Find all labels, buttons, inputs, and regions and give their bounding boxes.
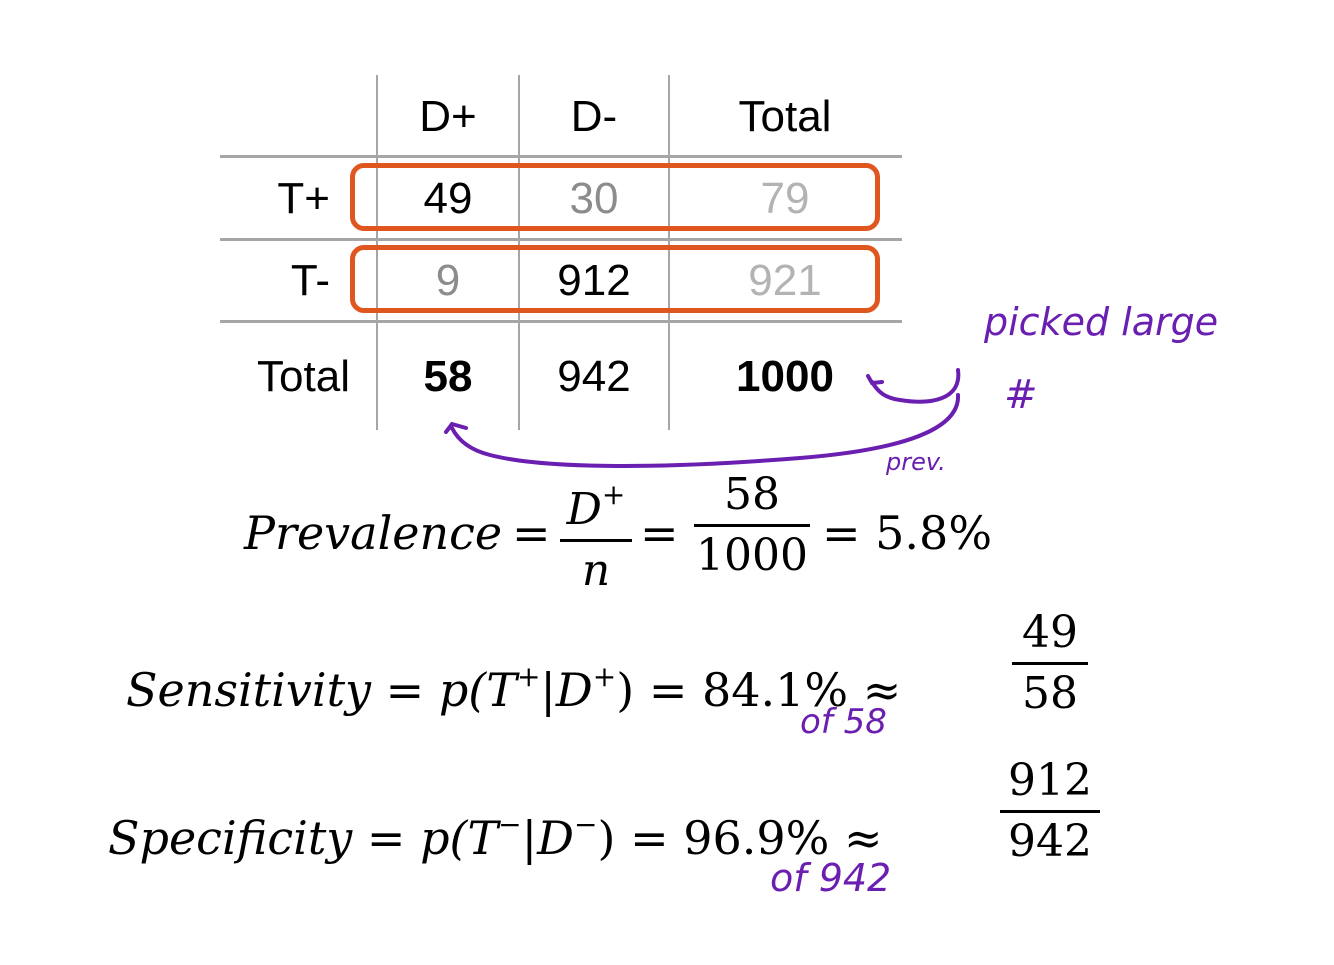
sensitivity-result: = 84.1% ≈ bbox=[648, 663, 902, 717]
cell-tp-dm: 30 bbox=[569, 174, 619, 223]
prevalence-frac1: D+ n bbox=[560, 470, 632, 596]
cell-tp-total: 79 bbox=[760, 174, 810, 223]
prevalence-frac2: 58 1000 bbox=[694, 470, 810, 581]
prevalence-eq2: = bbox=[640, 506, 679, 560]
row-highlight-t-minus bbox=[350, 245, 880, 313]
note-of-58: of 58 bbox=[800, 702, 887, 742]
specificity-result: = 96.9% ≈ bbox=[630, 811, 883, 865]
table-vline-1 bbox=[376, 75, 378, 430]
note-picked-large: picked large bbox=[984, 300, 1219, 344]
table-hline-1 bbox=[220, 155, 902, 158]
cell-tm-total: 921 bbox=[748, 256, 822, 305]
table-vline-2 bbox=[518, 75, 520, 430]
prevalence-label: Prevalence bbox=[244, 506, 503, 560]
sensitivity-formula: Sensitivity = p(T+|D+) = 84.1% ≈ bbox=[126, 660, 902, 717]
sensitivity-frac: 49 58 bbox=[1012, 608, 1088, 719]
cell-total-dp: 58 bbox=[423, 352, 473, 401]
arrow-to-1000 bbox=[870, 368, 961, 404]
row-label-total: Total bbox=[257, 352, 350, 401]
prevalence-frac2-den: 1000 bbox=[696, 530, 808, 581]
specificity-frac: 912 942 bbox=[1000, 756, 1100, 867]
prevalence-frac2-num: 58 bbox=[724, 469, 780, 520]
cell-total-dm: 942 bbox=[557, 352, 631, 401]
cell-tp-dp: 49 bbox=[423, 174, 473, 223]
cell-tm-dm: 912 bbox=[557, 256, 631, 305]
arrow-to-58 bbox=[450, 393, 961, 468]
arrow-to-58-head bbox=[444, 421, 468, 434]
cell-tm-dp: 9 bbox=[435, 256, 461, 305]
prevalence-result: = 5.8% bbox=[822, 506, 993, 560]
header-d-minus: D- bbox=[570, 92, 618, 141]
header-d-plus: D+ bbox=[419, 92, 477, 141]
table-hline-3 bbox=[220, 320, 902, 323]
note-of-942: of 942 bbox=[770, 856, 892, 900]
arrow-to-1000-head bbox=[866, 374, 884, 386]
sensitivity-frac-num: 49 bbox=[1022, 607, 1078, 658]
row-highlight-t-plus bbox=[350, 163, 880, 231]
row-label-t-plus: T+ bbox=[277, 174, 330, 223]
prevalence-frac1-num: D+ bbox=[566, 478, 626, 535]
specificity-formula: Specificity = p(T−|D−) = 96.9% ≈ bbox=[108, 808, 883, 865]
prevalence-frac1-den: n bbox=[581, 545, 611, 596]
sensitivity-frac-den: 58 bbox=[1022, 668, 1078, 719]
note-prev: prev. bbox=[886, 448, 946, 476]
table-hline-2 bbox=[220, 238, 902, 241]
cell-total-total: 1000 bbox=[736, 352, 834, 401]
table-vline-3 bbox=[668, 75, 670, 430]
specificity-frac-num: 912 bbox=[1008, 755, 1092, 806]
prevalence-eq1: = bbox=[512, 506, 551, 560]
specificity-frac-den: 942 bbox=[1008, 816, 1092, 867]
header-total: Total bbox=[738, 92, 832, 141]
note-hash: # bbox=[1004, 372, 1038, 418]
row-label-t-minus: T- bbox=[290, 256, 330, 305]
